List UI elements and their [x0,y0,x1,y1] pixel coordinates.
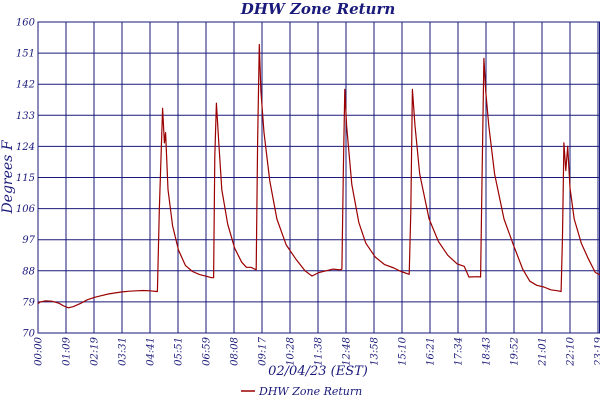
x-tick-label: 13:58 [370,337,381,366]
x-tick-label: 06:59 [202,336,213,365]
x-tick-label: 16:21 [426,337,437,366]
legend-label: DHW Zone Return [258,385,362,398]
y-axis-ticks: 160 151 142 133 124 115 106 97 88 79 70 [16,18,36,340]
x-tick-label: 03:31 [118,337,129,366]
x-tick-label: 17:34 [454,337,465,366]
y-tick-label: 106 [16,204,36,215]
x-axis-label: 02/04/23 (EST) [268,364,368,379]
y-tick-label: 133 [16,111,35,122]
series-layer [37,43,600,309]
series-line [37,43,600,309]
x-tick-label: 05:51 [174,337,185,366]
y-tick-label: 124 [16,142,35,153]
y-tick-label: 97 [22,235,35,246]
x-tick-label: 09:17 [258,336,269,365]
y-axis-label: Degrees F [0,139,16,214]
grid [37,21,600,334]
x-tick-label: 11:38 [314,337,325,366]
x-tick-label: 10:28 [286,337,297,366]
x-tick-label: 15:10 [398,336,409,365]
x-tick-label: 08:08 [230,337,241,366]
x-tick-label: 22:10 [566,336,577,366]
x-tick-label: 01:09 [62,336,73,365]
x-axis-ticks: 00:00 01:09 02:19 03:31 04:41 05:51 06:59 08:08… [34,336,600,366]
x-tick-label: 19:52 [510,337,521,366]
x-tick-label: 02:19 [90,336,101,365]
x-tick-label: 00:00 [34,336,45,365]
x-tick-label: 04:41 [146,337,157,366]
x-tick-label: 21:01 [538,337,549,367]
y-tick-label: 151 [16,49,35,60]
y-tick-label: 88 [22,266,35,277]
y-tick-label: 115 [16,173,35,184]
y-tick-label: 70 [22,329,35,340]
x-tick-label: 18:43 [482,337,493,366]
x-tick-label: 23:19 [594,336,600,366]
y-tick-label: 79 [22,297,35,308]
chart-title: DHW Zone Return [240,0,396,18]
y-tick-label: 142 [16,80,35,91]
y-tick-label: 160 [16,18,36,29]
legend: DHW Zone Return [241,385,362,398]
x-tick-label: 12:48 [342,337,353,366]
